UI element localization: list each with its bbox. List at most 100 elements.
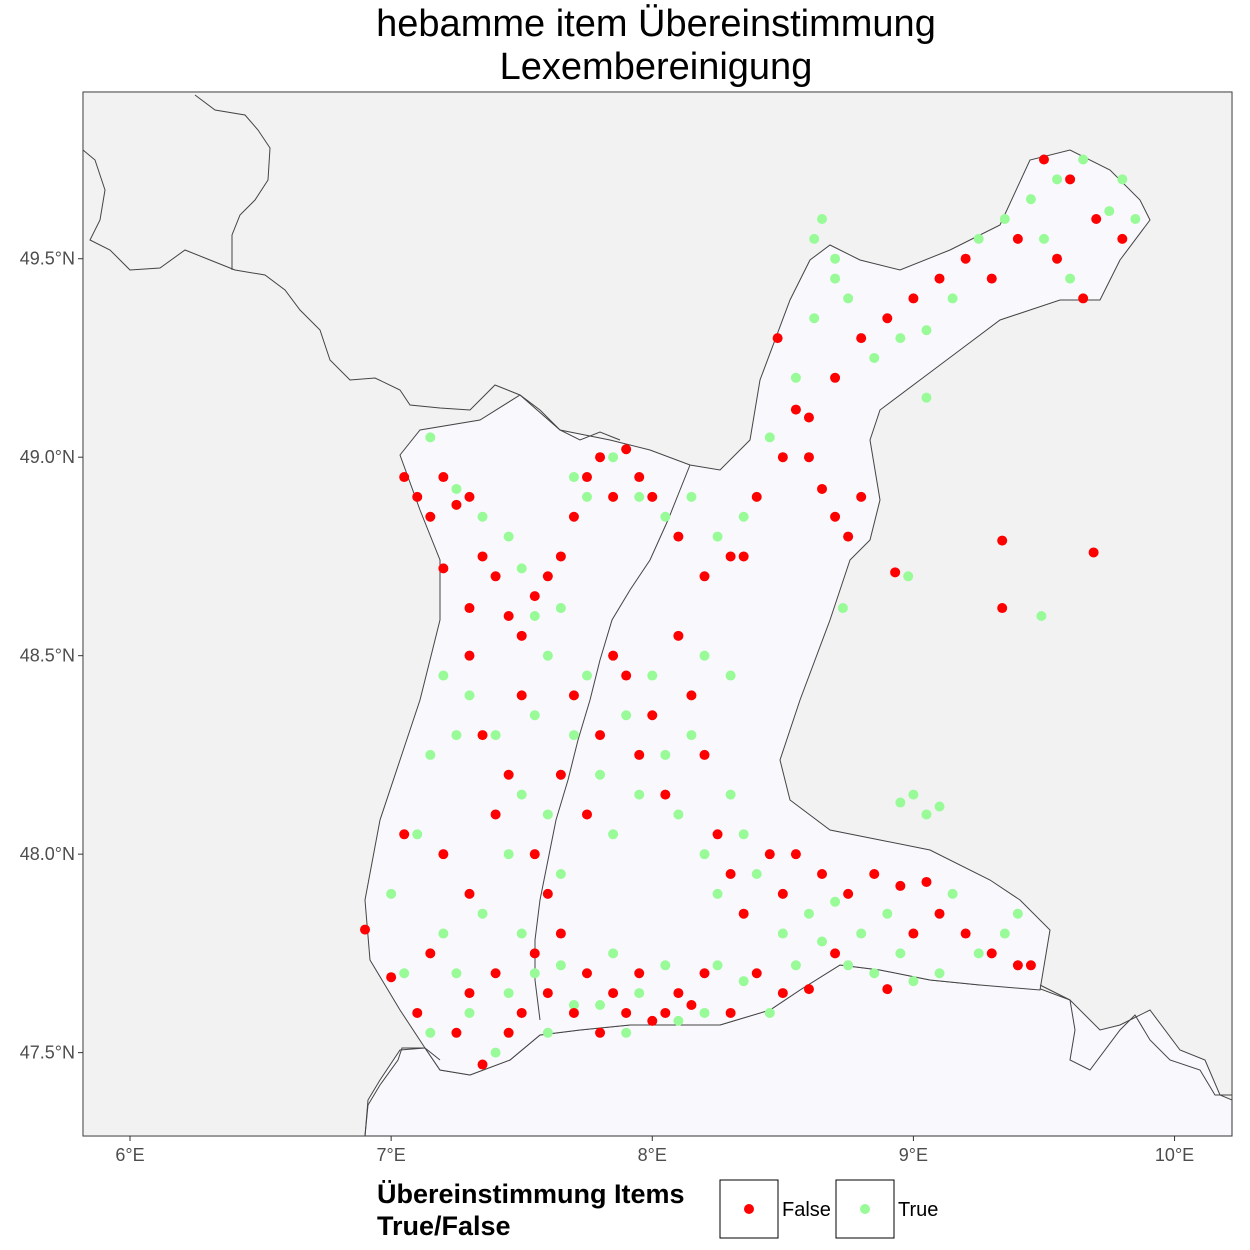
data-point-true: [830, 273, 841, 284]
data-point-false: [1052, 253, 1063, 264]
data-point-false: [529, 948, 540, 959]
data-point-false: [438, 472, 449, 483]
map-panel: [82, 91, 1233, 1137]
data-point-true: [712, 531, 723, 542]
data-point-false: [503, 610, 514, 621]
data-point-true: [895, 948, 906, 959]
data-point-false: [908, 928, 919, 939]
data-point-false: [817, 869, 828, 880]
data-point-true: [647, 670, 658, 681]
data-point-true: [529, 610, 540, 621]
data-point-false: [777, 452, 788, 463]
chart-title-line2: Lexembereinigung: [500, 46, 813, 88]
data-point-false: [595, 1027, 606, 1038]
data-point-true: [895, 333, 906, 344]
data-point-false: [451, 1027, 462, 1038]
data-point-false: [1012, 233, 1023, 244]
data-point-true: [464, 690, 475, 701]
x-tick-label: 6°E: [115, 1145, 144, 1165]
data-point-false: [647, 1015, 658, 1026]
data-point-false: [843, 531, 854, 542]
data-point-true: [903, 571, 914, 582]
data-point-true: [843, 293, 854, 304]
data-point-false: [725, 1007, 736, 1018]
y-tick-label: 49.5°N: [20, 249, 75, 269]
data-point-false: [908, 293, 919, 304]
data-point-true: [673, 809, 684, 820]
data-point-true: [464, 1007, 475, 1018]
data-point-false: [634, 749, 645, 760]
data-point-false: [699, 749, 710, 760]
data-point-true: [725, 789, 736, 800]
data-point-false: [581, 968, 592, 979]
data-point-true: [608, 452, 619, 463]
data-point-true: [790, 960, 801, 971]
data-point-true: [595, 1000, 606, 1011]
data-point-true: [451, 730, 462, 741]
data-point-true: [830, 253, 841, 264]
data-point-false: [997, 603, 1008, 614]
data-point-true: [947, 888, 958, 899]
data-point-true: [529, 968, 540, 979]
data-point-true: [895, 797, 906, 808]
data-point-true: [555, 603, 566, 614]
data-point-false: [608, 988, 619, 999]
data-point-false: [856, 491, 867, 502]
data-point-false: [542, 888, 553, 899]
data-point-true: [399, 968, 410, 979]
data-point-true: [451, 483, 462, 494]
data-point-false: [764, 849, 775, 860]
x-axis: 6°E 7°E 8°E 9°E 10°E: [115, 1136, 1194, 1165]
data-point-false: [464, 888, 475, 899]
data-point-false: [777, 888, 788, 899]
data-point-true: [1104, 206, 1115, 217]
data-point-false: [934, 273, 945, 284]
data-point-true: [803, 908, 814, 919]
data-point-false: [438, 849, 449, 860]
data-point-true: [438, 670, 449, 681]
data-point-false: [464, 603, 475, 614]
data-point-true: [425, 432, 436, 443]
y-tick-label: 48.0°N: [20, 844, 75, 864]
data-point-false: [751, 491, 762, 502]
data-point-false: [1065, 174, 1076, 185]
data-point-true: [621, 1027, 632, 1038]
data-point-false: [686, 1000, 697, 1011]
data-point-true: [1065, 273, 1076, 284]
data-point-false: [464, 650, 475, 661]
data-point-false: [568, 511, 579, 522]
data-point-false: [516, 630, 527, 641]
data-point-true: [386, 888, 397, 899]
data-point-false: [503, 1027, 514, 1038]
data-point-true: [843, 960, 854, 971]
data-point-true: [1036, 610, 1047, 621]
data-point-true: [542, 650, 553, 661]
data-point-false: [634, 472, 645, 483]
data-point-false: [621, 1007, 632, 1018]
data-point-false: [477, 730, 488, 741]
data-point-false: [412, 1007, 423, 1018]
data-point-true: [921, 809, 932, 820]
data-point-false: [882, 984, 893, 995]
data-point-false: [451, 499, 462, 510]
data-point-false: [438, 563, 449, 574]
data-point-true: [516, 563, 527, 574]
data-point-false: [790, 404, 801, 415]
data-point-true: [608, 829, 619, 840]
data-point-true: [608, 948, 619, 959]
data-point-false: [647, 710, 658, 721]
data-point-false: [790, 849, 801, 860]
data-point-false: [555, 769, 566, 780]
data-point-false: [1025, 960, 1036, 971]
data-point-false: [725, 551, 736, 562]
data-point-true: [1038, 233, 1049, 244]
data-point-false: [856, 333, 867, 344]
data-point-true: [1052, 174, 1063, 185]
y-tick-label: 49.0°N: [20, 447, 75, 467]
data-point-true: [621, 710, 632, 721]
data-point-false: [830, 948, 841, 959]
data-point-false: [568, 690, 579, 701]
legend-dot-true: [860, 1204, 870, 1214]
data-point-false: [621, 444, 632, 455]
data-point-false: [608, 650, 619, 661]
